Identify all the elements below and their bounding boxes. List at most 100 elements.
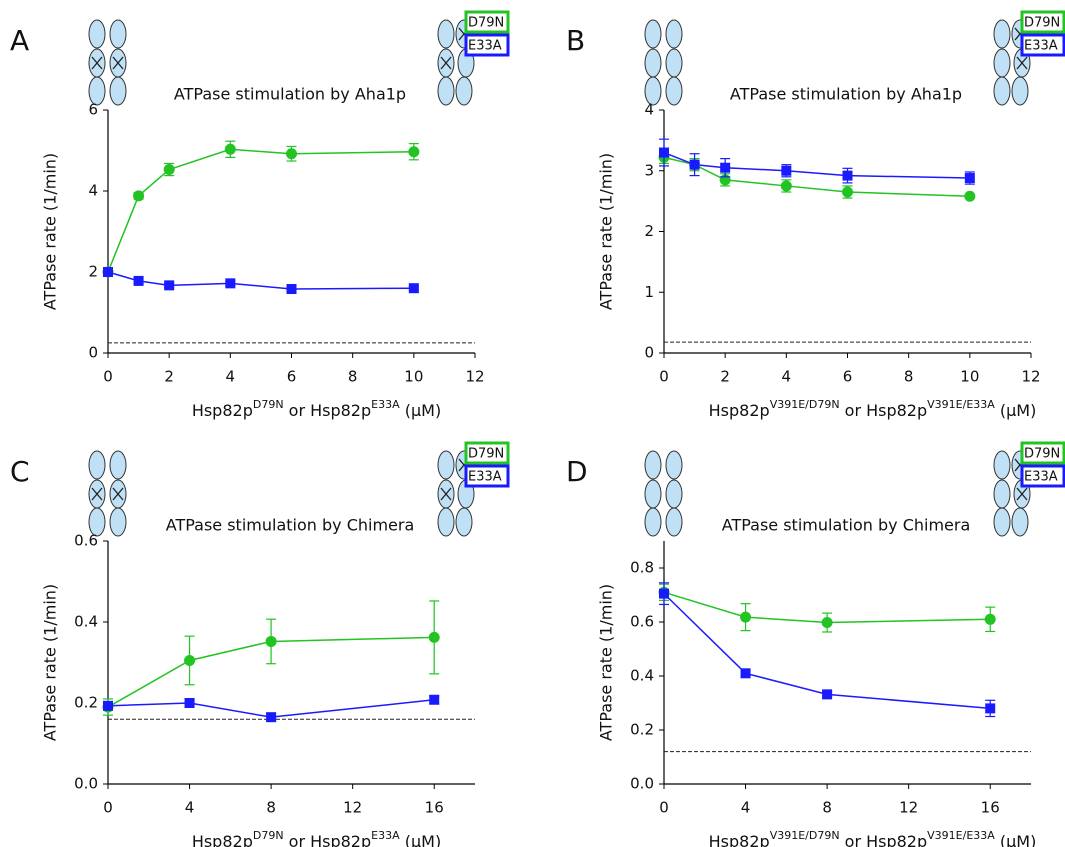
legend-label: D79N (468, 16, 504, 31)
x-tick-label: 8 (348, 368, 358, 386)
x-tick-label: 16 (425, 799, 444, 817)
x-tick-label: 4 (185, 799, 195, 817)
y-tick-label: 0.0 (74, 775, 98, 793)
x-tick-label: 0 (659, 799, 669, 817)
icon-cross (1016, 487, 1028, 501)
icon-cross (112, 487, 124, 501)
legend-box (464, 33, 510, 57)
marker (133, 190, 145, 202)
chart-title: ATPase stimulation by Aha1p (174, 85, 406, 104)
x-axis-label-part: Hsp82p (192, 832, 253, 847)
marker (689, 159, 700, 170)
x-tick-label: 16 (981, 799, 1000, 817)
icon-monomer (455, 507, 473, 537)
legend-label: D79N (1024, 16, 1060, 31)
y-tick-label: 4 (88, 182, 98, 200)
x-tick-label: 12 (343, 799, 362, 817)
x-axis-label-part: D79N (253, 829, 284, 842)
y-tick-label: 3 (644, 161, 654, 179)
marker (428, 631, 440, 643)
icon-monomer (644, 479, 662, 509)
x-axis-label-part: or Hsp82p (284, 832, 372, 847)
series-line (107, 636, 435, 708)
panel-label: A (10, 24, 29, 57)
x-tick-label: 4 (782, 368, 792, 386)
marker (265, 635, 277, 647)
icon-cross (1016, 56, 1028, 70)
series-line (107, 148, 414, 273)
legend-box (464, 441, 510, 465)
legend-label: E33A (468, 470, 502, 485)
icon-monomer (88, 76, 106, 106)
y-tick-label: 0.0 (630, 775, 654, 793)
x-tick-label: 8 (822, 799, 832, 817)
y-tick-label: 0 (88, 344, 98, 362)
icon-monomer (437, 76, 455, 106)
x-axis-label-part: Hsp82p (709, 832, 770, 847)
x-tick-label: 8 (266, 799, 276, 817)
icon-monomer (88, 507, 106, 537)
x-axis-label-part: (µM) (995, 832, 1037, 847)
marker (780, 180, 792, 192)
legend-label: E33A (468, 39, 502, 54)
icon-monomer (109, 76, 127, 106)
x-tick-label: 0 (103, 368, 113, 386)
legend-label: D79N (1024, 447, 1060, 462)
legend-label: E33A (1024, 470, 1058, 485)
icon-monomer (665, 450, 683, 480)
x-axis-label-part: E33A (371, 829, 400, 842)
y-tick-label: 0.2 (630, 721, 654, 739)
x-axis-label-part: E33A (371, 398, 400, 411)
marker (133, 275, 144, 286)
marker (286, 148, 297, 160)
icon-monomer (665, 76, 683, 106)
y-tick-label: 2 (88, 263, 98, 281)
chart-title: ATPase stimulation by Aha1p (730, 85, 962, 104)
legend-box (464, 464, 510, 488)
icon-monomer (993, 507, 1011, 537)
y-tick-label: 0.8 (630, 559, 654, 577)
icon-monomer (437, 450, 455, 480)
legend-box (1020, 464, 1065, 488)
icon-monomer (1011, 76, 1029, 106)
marker (408, 283, 419, 294)
panel-label: C (10, 455, 30, 488)
x-axis-label-part: V391E/E33A (927, 829, 995, 842)
x-tick-label: 0 (103, 799, 113, 817)
x-axis-label-part: D79N (253, 398, 284, 411)
icon-monomer (644, 48, 662, 78)
marker (964, 190, 976, 202)
x-axis-label: Hsp82pV391E/D79N or Hsp82pV391E/E33A (µM… (709, 829, 1037, 847)
series-line (663, 593, 991, 710)
icon-cross (91, 56, 103, 70)
x-axis-label-part: (µM) (400, 401, 442, 420)
marker (164, 280, 175, 291)
marker (286, 284, 297, 295)
marker (659, 588, 669, 599)
x-axis-label-part: (µM) (995, 401, 1037, 420)
marker (184, 698, 195, 708)
icon-monomer (993, 48, 1011, 78)
panel-label: B (566, 24, 585, 57)
marker (225, 278, 236, 289)
y-tick-label: 2 (644, 222, 654, 240)
x-axis-label-part: or Hsp82p (840, 401, 928, 420)
y-tick-label: 1 (644, 283, 654, 301)
x-tick-label: 8 (904, 368, 914, 386)
icon-monomer (109, 450, 127, 480)
x-tick-label: 12 (465, 368, 484, 386)
y-tick-label: 0.6 (74, 532, 98, 550)
y-tick-label: 0 (644, 344, 654, 362)
y-axis-label: ATPase rate (1/min) (597, 153, 616, 310)
x-tick-label: 2 (720, 368, 730, 386)
marker (985, 703, 996, 714)
marker (408, 146, 420, 158)
icon-monomer (109, 507, 127, 537)
legend-box (1020, 441, 1065, 465)
icon-cross (91, 487, 103, 501)
marker (984, 613, 996, 625)
series-line (663, 151, 970, 179)
marker (103, 267, 113, 277)
x-tick-label: 0 (659, 368, 669, 386)
